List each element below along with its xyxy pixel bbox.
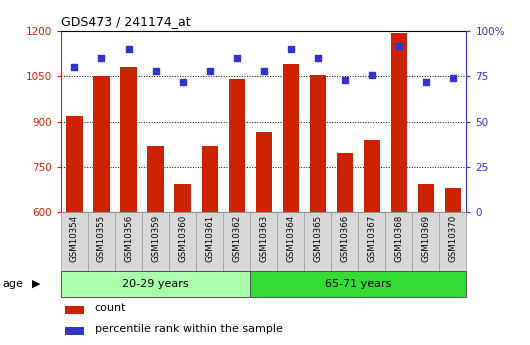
Point bbox=[152, 68, 160, 74]
Bar bbox=[120, 67, 137, 345]
Bar bbox=[201, 146, 218, 345]
Text: GDS473 / 241174_at: GDS473 / 241174_at bbox=[61, 14, 191, 28]
Bar bbox=[93, 76, 110, 345]
Text: 20-29 years: 20-29 years bbox=[122, 279, 189, 289]
Bar bbox=[169, 212, 196, 271]
Text: GSM10354: GSM10354 bbox=[70, 215, 79, 262]
Bar bbox=[304, 212, 331, 271]
Bar bbox=[255, 131, 272, 345]
Text: percentile rank within the sample: percentile rank within the sample bbox=[94, 324, 282, 334]
Bar bbox=[65, 306, 84, 314]
Text: GSM10360: GSM10360 bbox=[178, 215, 187, 262]
Point bbox=[367, 72, 376, 77]
Text: ▶: ▶ bbox=[32, 279, 40, 289]
Text: GSM10364: GSM10364 bbox=[286, 215, 295, 262]
Text: GSM10359: GSM10359 bbox=[151, 215, 160, 262]
Text: GSM10361: GSM10361 bbox=[205, 215, 214, 262]
Text: GSM10366: GSM10366 bbox=[340, 215, 349, 262]
Bar bbox=[174, 184, 191, 345]
Bar bbox=[418, 184, 434, 345]
Bar bbox=[228, 79, 245, 345]
Bar bbox=[331, 212, 358, 271]
Point bbox=[286, 47, 295, 52]
Text: GSM10365: GSM10365 bbox=[313, 215, 322, 262]
Text: GSM10362: GSM10362 bbox=[232, 215, 241, 262]
Point bbox=[98, 56, 106, 61]
Point bbox=[178, 79, 187, 85]
Bar bbox=[391, 32, 407, 345]
Bar bbox=[65, 326, 84, 335]
Bar bbox=[358, 212, 385, 271]
Bar bbox=[88, 212, 115, 271]
Point bbox=[70, 65, 79, 70]
Bar bbox=[445, 188, 461, 345]
Bar bbox=[147, 146, 164, 345]
Text: GSM10367: GSM10367 bbox=[367, 215, 376, 262]
Text: GSM10370: GSM10370 bbox=[448, 215, 457, 262]
Text: count: count bbox=[94, 303, 126, 313]
Text: GSM10363: GSM10363 bbox=[259, 215, 268, 262]
Bar bbox=[250, 271, 466, 297]
Point bbox=[314, 56, 322, 61]
Bar bbox=[115, 212, 142, 271]
Point bbox=[259, 68, 268, 74]
Bar bbox=[412, 212, 439, 271]
Bar bbox=[142, 212, 169, 271]
Text: age: age bbox=[3, 279, 23, 289]
Bar bbox=[277, 212, 304, 271]
Text: GSM10356: GSM10356 bbox=[124, 215, 133, 262]
Point bbox=[394, 43, 403, 48]
Bar bbox=[337, 153, 353, 345]
Bar bbox=[282, 64, 299, 345]
Point bbox=[124, 47, 132, 52]
Bar bbox=[439, 212, 466, 271]
Text: 65-71 years: 65-71 years bbox=[325, 279, 392, 289]
Text: GSM10369: GSM10369 bbox=[421, 215, 430, 262]
Bar bbox=[250, 212, 277, 271]
Bar bbox=[66, 116, 83, 345]
Bar bbox=[61, 212, 88, 271]
Text: GSM10368: GSM10368 bbox=[394, 215, 403, 262]
Bar bbox=[364, 140, 380, 345]
Point bbox=[205, 68, 214, 74]
Point bbox=[422, 79, 430, 85]
Text: GSM10355: GSM10355 bbox=[97, 215, 106, 262]
Bar bbox=[223, 212, 250, 271]
Bar bbox=[310, 75, 326, 345]
Point bbox=[448, 75, 457, 81]
Bar bbox=[196, 212, 223, 271]
Point bbox=[232, 56, 241, 61]
Bar bbox=[385, 212, 412, 271]
Point bbox=[340, 77, 349, 83]
Bar bbox=[61, 271, 250, 297]
